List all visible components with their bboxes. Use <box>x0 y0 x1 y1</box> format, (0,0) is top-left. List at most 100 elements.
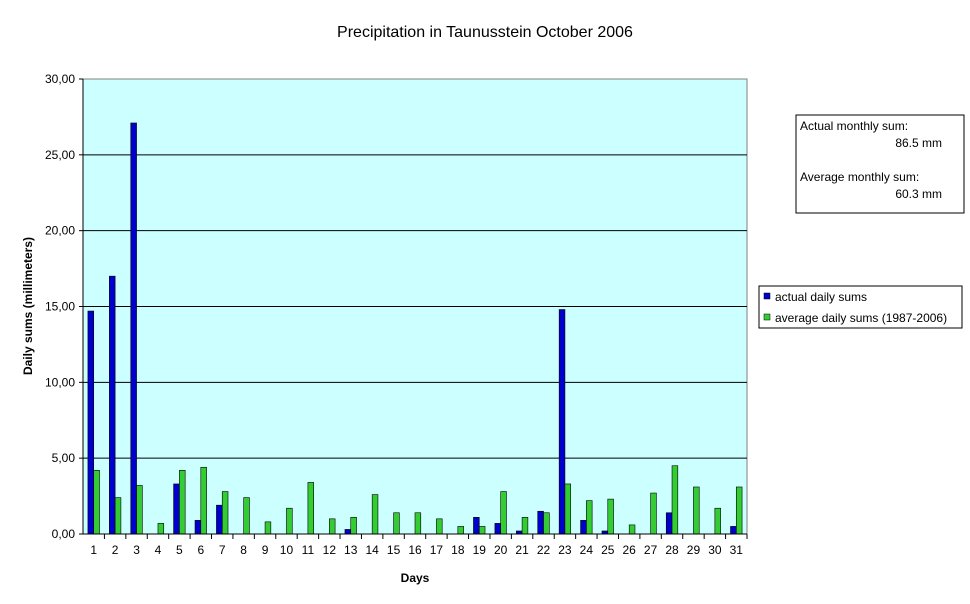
legend-swatch-average <box>763 313 771 321</box>
bar-average-day-10 <box>286 507 293 535</box>
bar-average-day-27 <box>650 492 657 535</box>
annotation-box <box>795 114 965 214</box>
bar-average-day-13 <box>350 517 357 535</box>
bar-average-day-29 <box>693 486 700 535</box>
bar-average-day-18 <box>457 526 464 535</box>
x-tick-label: 11 <box>302 543 315 557</box>
x-tick-label: 27 <box>644 543 658 557</box>
x-tick-label: 3 <box>133 543 140 557</box>
bar-average-day-2 <box>114 497 122 535</box>
y-tick-label: 15,00 <box>45 300 75 314</box>
legend-label-actual: actual daily sums <box>775 290 867 304</box>
x-tick-label: 15 <box>387 543 401 557</box>
bar-average-day-7 <box>221 491 229 535</box>
bar-average-day-14 <box>371 494 379 535</box>
y-tick-label: 0,00 <box>52 527 76 541</box>
bar-average-day-3 <box>136 485 143 535</box>
x-tick-label: 22 <box>537 543 551 557</box>
x-tick-label: 7 <box>219 543 226 557</box>
bar-average-day-20 <box>500 491 507 535</box>
bar-actual-day-19 <box>473 517 480 535</box>
bar-actual-day-2 <box>109 275 116 535</box>
x-axis-ticks: 1 2 3 4 5 6 7 8 9 10 11 12 13 14 15 16 17 18 19 20 21 22 23 24 2… <box>90 534 748 557</box>
bar-actual-day-6 <box>194 520 202 535</box>
legend-box <box>758 285 963 329</box>
annotation-average-label: Average monthly sum: <box>800 170 919 184</box>
bar-actual-day-13 <box>344 529 352 535</box>
x-tick-label: 31 <box>730 543 744 557</box>
x-tick-label: 29 <box>687 543 701 557</box>
bar-average-day-26 <box>628 524 636 535</box>
monthly-sum-annotation: Actual monthly sum: 86.5 mm Average mont… <box>795 114 965 214</box>
bar-average-day-1 <box>93 469 100 535</box>
bar-average-day-25 <box>607 498 614 535</box>
bar-average-day-12 <box>329 518 336 535</box>
bar-average-day-30 <box>714 507 721 535</box>
bar-average-day-6 <box>200 466 207 535</box>
x-tick-label: 5 <box>176 543 183 557</box>
chart-title: Precipitation in Taunusstein October 200… <box>337 24 633 41</box>
bar-average-day-5 <box>179 469 186 535</box>
x-tick-label: 23 <box>558 543 572 557</box>
gridlines <box>83 154 747 459</box>
bar-average-day-24 <box>586 500 593 535</box>
x-tick-label: 18 <box>451 543 465 557</box>
bar-actual-day-20 <box>494 523 501 535</box>
annotation-average-value: 60.3 mm <box>895 187 942 201</box>
bar-actual-day-24 <box>580 520 587 535</box>
bar-actual-day-3 <box>130 122 137 535</box>
x-tick-label: 26 <box>623 543 637 557</box>
annotation-actual-value: 86.5 mm <box>895 136 942 150</box>
y-tick-label: 20,00 <box>45 224 75 238</box>
x-tick-label: 10 <box>280 543 294 557</box>
bar-average-day-31 <box>735 486 743 535</box>
x-tick-label: 24 <box>580 543 594 557</box>
bar-average-day-9 <box>264 521 272 535</box>
legend-label-average: average daily sums (1987-2006) <box>775 311 947 325</box>
x-tick-label: 20 <box>494 543 508 557</box>
x-tick-label: 2 <box>112 543 119 557</box>
x-tick-label: 1 <box>90 543 97 557</box>
bar-actual-day-23 <box>558 309 566 535</box>
y-axis-ticks: 0,00 5,00 10,00 15,00 20,00 25,00 30,00 <box>45 72 83 541</box>
bar-actual-day-5 <box>173 483 180 535</box>
bar-actual-day-22 <box>537 510 544 535</box>
y-tick-label: 25,00 <box>45 148 75 162</box>
bar-average-day-4 <box>157 523 165 535</box>
bar-average-day-17 <box>436 518 443 535</box>
bar-average-day-11 <box>307 482 314 535</box>
x-tick-label: 17 <box>430 543 444 557</box>
x-tick-label: 16 <box>408 543 422 557</box>
y-axis-label: Daily sums (millimeters) <box>21 237 35 375</box>
x-tick-label: 12 <box>323 543 337 557</box>
x-tick-label: 6 <box>197 543 204 557</box>
y-tick-label: 30,00 <box>45 72 75 86</box>
x-tick-label: 19 <box>473 543 487 557</box>
x-tick-label: 28 <box>665 543 679 557</box>
x-tick-label: 8 <box>240 543 247 557</box>
bar-average-day-15 <box>393 512 400 535</box>
bar-actual-day-28 <box>665 512 673 535</box>
x-tick-label: 30 <box>708 543 722 557</box>
bar-average-day-19 <box>478 526 486 535</box>
bar-actual-day-31 <box>730 526 737 535</box>
bar-average-day-16 <box>414 512 422 535</box>
x-tick-label: 21 <box>515 543 529 557</box>
x-axis-label: Days <box>401 571 430 585</box>
x-tick-label: 25 <box>601 543 615 557</box>
bar-average-day-21 <box>521 517 529 535</box>
y-tick-label: 10,00 <box>45 375 75 389</box>
legend: actual daily sums average daily sums (19… <box>758 285 963 329</box>
x-tick-label: 14 <box>365 543 379 557</box>
x-tick-label: 4 <box>155 543 162 557</box>
bar-actual-day-7 <box>216 504 223 535</box>
bar-average-day-8 <box>243 497 250 535</box>
bar-average-day-23 <box>564 483 572 535</box>
y-tick-label: 5,00 <box>52 451 76 465</box>
x-tick-label: 13 <box>344 543 358 557</box>
bar-average-day-28 <box>671 465 679 535</box>
legend-swatch-actual <box>763 292 771 300</box>
x-tick-label: 9 <box>262 543 269 557</box>
bar-average-day-22 <box>543 512 550 535</box>
